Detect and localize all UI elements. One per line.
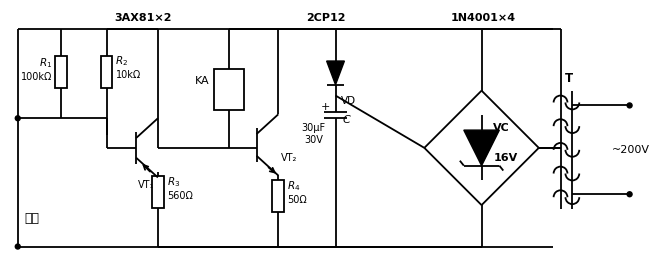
- Circle shape: [15, 116, 20, 121]
- Text: +: +: [321, 102, 331, 112]
- Text: 16V: 16V: [493, 153, 518, 163]
- Text: 30μF
30V: 30μF 30V: [302, 123, 326, 145]
- Bar: [55, 56, 67, 88]
- Bar: [272, 180, 284, 212]
- Text: 10kΩ: 10kΩ: [115, 70, 140, 80]
- Text: $R_4$: $R_4$: [287, 180, 300, 193]
- Polygon shape: [327, 61, 344, 85]
- Text: 50Ω: 50Ω: [287, 195, 307, 205]
- Text: VC: VC: [493, 123, 510, 133]
- Text: $R_2$: $R_2$: [115, 54, 129, 68]
- Text: 1N4001×4: 1N4001×4: [451, 13, 516, 23]
- Text: VT₂: VT₂: [281, 153, 298, 163]
- Text: 3AX81×2: 3AX81×2: [114, 13, 172, 23]
- Text: ~200V: ~200V: [612, 145, 650, 155]
- Circle shape: [15, 244, 20, 249]
- Text: KA: KA: [195, 76, 209, 86]
- Circle shape: [627, 103, 632, 108]
- Bar: [214, 69, 244, 110]
- Text: VD: VD: [340, 97, 356, 106]
- Circle shape: [627, 192, 632, 197]
- Text: T: T: [565, 72, 573, 85]
- Bar: [152, 177, 164, 208]
- Text: 100kΩ: 100kΩ: [21, 72, 52, 82]
- Polygon shape: [464, 130, 499, 166]
- Bar: [100, 56, 112, 88]
- Text: $R_3$: $R_3$: [167, 175, 180, 189]
- Text: 2CP12: 2CP12: [306, 13, 346, 23]
- Text: 输入: 输入: [25, 212, 39, 226]
- Text: VT₁: VT₁: [138, 180, 155, 190]
- Text: $R_1$: $R_1$: [39, 56, 52, 70]
- Text: C: C: [342, 115, 350, 125]
- Text: 560Ω: 560Ω: [167, 191, 193, 201]
